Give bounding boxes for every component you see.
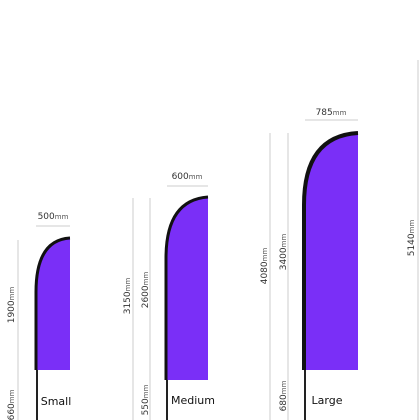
flag-medium — [132, 185, 209, 420]
flag-edge — [302, 131, 359, 370]
dimension-unit: mm — [333, 109, 347, 117]
flag-fabric — [36, 238, 70, 370]
dimension-value: 600 — [172, 172, 189, 182]
flag-small — [17, 225, 71, 420]
dimension-unit: mm — [142, 384, 150, 398]
dimension-value: 550 — [141, 398, 151, 415]
dimension-value: 3400 — [279, 247, 289, 270]
dimension-unit: mm — [8, 287, 16, 301]
dimension-unit: mm — [8, 389, 16, 403]
dimension-value: 500 — [38, 212, 55, 222]
flag-size-name: Medium — [171, 394, 215, 407]
dimension-label: 3150mm — [123, 278, 133, 315]
flag-large — [269, 119, 359, 420]
dimension-unit: mm — [261, 248, 269, 262]
dimension-value: 1900 — [7, 300, 17, 323]
dimension-value: 680 — [279, 394, 289, 411]
dimension-label: 785mm — [316, 108, 347, 118]
dimension-unit: mm — [280, 380, 288, 394]
dimension-label: 600mm — [172, 172, 203, 182]
dimension-unit: mm — [55, 213, 69, 221]
flag-fabric — [304, 133, 358, 370]
dimension-value: 5140 — [407, 233, 417, 256]
dimension-unit: mm — [280, 234, 288, 248]
dimension-label: 2600mm — [141, 272, 151, 309]
dimension-value: 2600 — [141, 285, 151, 308]
flag-size-name: Small — [41, 395, 72, 408]
dimension-value: 3150 — [123, 291, 133, 314]
dimension-label: 1900mm — [7, 287, 17, 324]
dimension-unit: mm — [142, 272, 150, 286]
flag-edge — [34, 236, 71, 370]
dimension-label: 4080mm — [260, 248, 270, 285]
dimension-value: 4080 — [260, 261, 270, 284]
dimension-label: 3400mm — [279, 234, 289, 271]
dimension-unit: mm — [408, 220, 416, 234]
dimension-unit: mm — [124, 278, 132, 292]
dimension-label: 500mm — [38, 212, 69, 222]
dimension-label: 550mm — [141, 384, 151, 415]
dimension-label: 5140mm — [407, 220, 417, 257]
dimension-value: 660 — [7, 403, 17, 420]
dimension-label: 660mm — [7, 389, 17, 420]
dimension-value: 785 — [316, 108, 333, 118]
dimension-label: 680mm — [279, 380, 289, 411]
flag-fabric — [166, 197, 208, 380]
flag-size-name: Large — [312, 394, 343, 407]
dimension-unit: mm — [189, 173, 203, 181]
flag-edge — [164, 195, 209, 380]
